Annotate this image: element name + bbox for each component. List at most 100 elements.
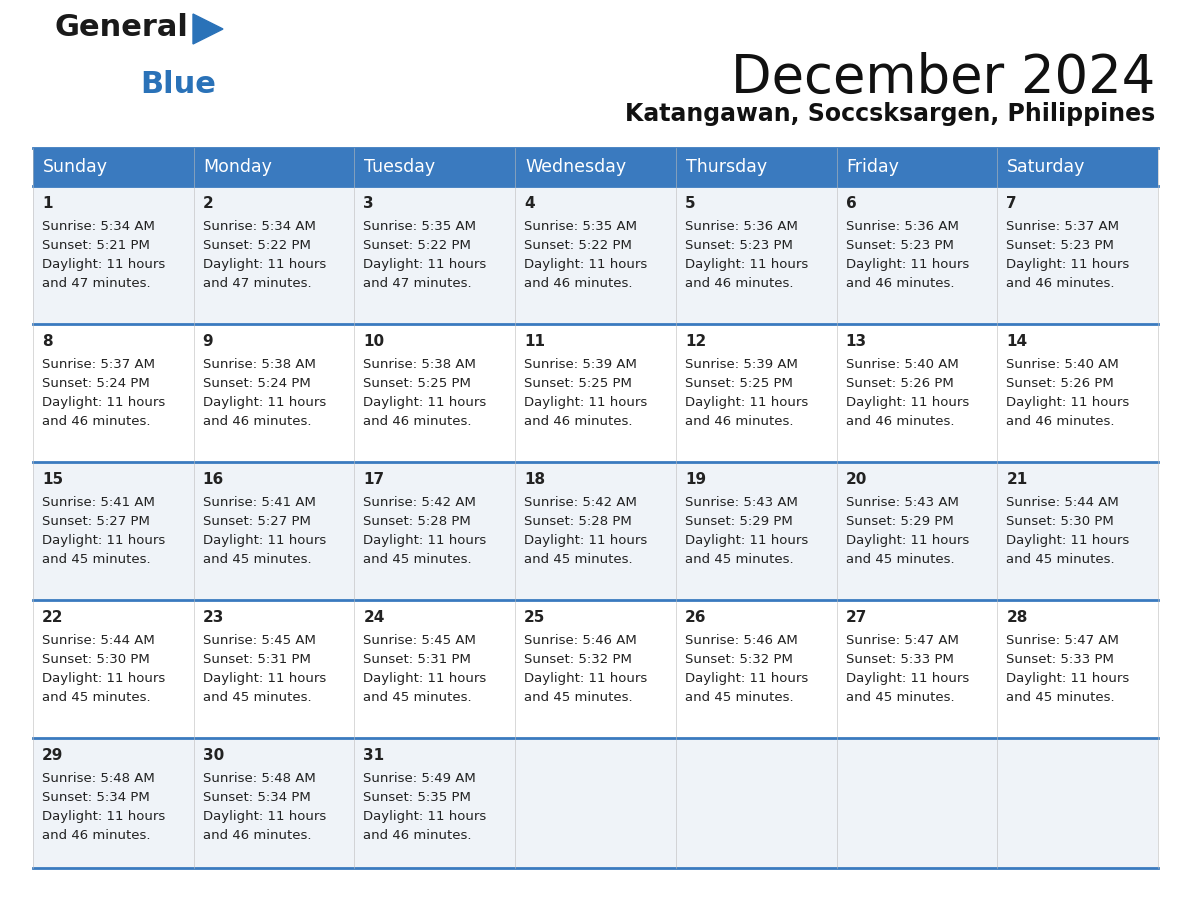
Text: Sunrise: 5:43 AM: Sunrise: 5:43 AM: [684, 496, 797, 509]
Bar: [33, 148, 1158, 186]
Text: and 46 minutes.: and 46 minutes.: [364, 829, 472, 842]
Text: Sunset: 5:33 PM: Sunset: 5:33 PM: [846, 653, 954, 666]
Bar: [997, 738, 1158, 868]
Text: and 45 minutes.: and 45 minutes.: [524, 553, 633, 566]
Text: Sunrise: 5:40 AM: Sunrise: 5:40 AM: [846, 358, 959, 371]
Text: Sunday: Sunday: [43, 158, 108, 176]
Text: Sunset: 5:22 PM: Sunset: 5:22 PM: [524, 239, 632, 252]
Text: and 45 minutes.: and 45 minutes.: [524, 691, 633, 704]
Text: 26: 26: [684, 610, 707, 625]
Text: and 45 minutes.: and 45 minutes.: [364, 553, 472, 566]
Text: Monday: Monday: [203, 158, 272, 176]
Bar: [354, 738, 516, 868]
Text: and 46 minutes.: and 46 minutes.: [1006, 415, 1114, 428]
Text: Sunrise: 5:35 AM: Sunrise: 5:35 AM: [524, 220, 637, 233]
Text: Daylight: 11 hours: Daylight: 11 hours: [1006, 534, 1130, 547]
Text: Sunrise: 5:38 AM: Sunrise: 5:38 AM: [203, 358, 316, 371]
Text: and 45 minutes.: and 45 minutes.: [846, 553, 954, 566]
Text: and 45 minutes.: and 45 minutes.: [1006, 553, 1114, 566]
Bar: [836, 186, 997, 324]
Text: and 47 minutes.: and 47 minutes.: [203, 277, 311, 290]
Bar: [676, 186, 836, 324]
Text: Sunrise: 5:48 AM: Sunrise: 5:48 AM: [42, 772, 154, 785]
Text: Sunset: 5:26 PM: Sunset: 5:26 PM: [846, 377, 953, 390]
Text: Sunrise: 5:47 AM: Sunrise: 5:47 AM: [846, 634, 959, 647]
Text: Sunrise: 5:47 AM: Sunrise: 5:47 AM: [1006, 634, 1119, 647]
Polygon shape: [192, 14, 223, 44]
Text: Sunset: 5:28 PM: Sunset: 5:28 PM: [364, 515, 472, 528]
Bar: [516, 324, 676, 462]
Text: Sunset: 5:23 PM: Sunset: 5:23 PM: [846, 239, 954, 252]
Text: Sunrise: 5:40 AM: Sunrise: 5:40 AM: [1006, 358, 1119, 371]
Text: Sunset: 5:23 PM: Sunset: 5:23 PM: [1006, 239, 1114, 252]
Text: Sunset: 5:30 PM: Sunset: 5:30 PM: [42, 653, 150, 666]
Text: 17: 17: [364, 472, 385, 487]
Text: 19: 19: [684, 472, 706, 487]
Text: Daylight: 11 hours: Daylight: 11 hours: [524, 396, 647, 409]
Text: 15: 15: [42, 472, 63, 487]
Text: Sunset: 5:24 PM: Sunset: 5:24 PM: [42, 377, 150, 390]
Bar: [676, 462, 836, 600]
Text: 27: 27: [846, 610, 867, 625]
Text: and 46 minutes.: and 46 minutes.: [524, 277, 633, 290]
Text: 23: 23: [203, 610, 225, 625]
Text: Daylight: 11 hours: Daylight: 11 hours: [846, 534, 969, 547]
Text: Sunset: 5:33 PM: Sunset: 5:33 PM: [1006, 653, 1114, 666]
Bar: [676, 324, 836, 462]
Text: and 45 minutes.: and 45 minutes.: [846, 691, 954, 704]
Text: Sunrise: 5:42 AM: Sunrise: 5:42 AM: [524, 496, 637, 509]
Bar: [516, 738, 676, 868]
Bar: [676, 600, 836, 738]
Text: Daylight: 11 hours: Daylight: 11 hours: [42, 534, 165, 547]
Text: Sunset: 5:26 PM: Sunset: 5:26 PM: [1006, 377, 1114, 390]
Bar: [836, 462, 997, 600]
Text: and 46 minutes.: and 46 minutes.: [846, 415, 954, 428]
Text: Saturday: Saturday: [1007, 158, 1086, 176]
Bar: [33, 600, 194, 738]
Text: 1: 1: [42, 196, 52, 211]
Text: Daylight: 11 hours: Daylight: 11 hours: [203, 672, 326, 685]
Text: Daylight: 11 hours: Daylight: 11 hours: [203, 258, 326, 271]
Text: Daylight: 11 hours: Daylight: 11 hours: [846, 672, 969, 685]
Bar: [354, 186, 516, 324]
Text: Sunrise: 5:41 AM: Sunrise: 5:41 AM: [203, 496, 316, 509]
Bar: [354, 462, 516, 600]
Text: 9: 9: [203, 334, 214, 349]
Bar: [997, 186, 1158, 324]
Bar: [33, 324, 194, 462]
Text: 21: 21: [1006, 472, 1028, 487]
Text: 11: 11: [524, 334, 545, 349]
Text: Daylight: 11 hours: Daylight: 11 hours: [203, 396, 326, 409]
Bar: [33, 738, 194, 868]
Text: Sunrise: 5:37 AM: Sunrise: 5:37 AM: [42, 358, 154, 371]
Text: 31: 31: [364, 748, 385, 763]
Text: and 46 minutes.: and 46 minutes.: [1006, 277, 1114, 290]
Text: 5: 5: [684, 196, 695, 211]
Text: 4: 4: [524, 196, 535, 211]
Text: Sunrise: 5:39 AM: Sunrise: 5:39 AM: [524, 358, 637, 371]
Text: Sunrise: 5:44 AM: Sunrise: 5:44 AM: [1006, 496, 1119, 509]
Text: and 46 minutes.: and 46 minutes.: [42, 829, 151, 842]
Text: 25: 25: [524, 610, 545, 625]
Text: Sunset: 5:27 PM: Sunset: 5:27 PM: [42, 515, 150, 528]
Text: Daylight: 11 hours: Daylight: 11 hours: [203, 810, 326, 823]
Text: 18: 18: [524, 472, 545, 487]
Text: Sunset: 5:21 PM: Sunset: 5:21 PM: [42, 239, 150, 252]
Text: Daylight: 11 hours: Daylight: 11 hours: [42, 258, 165, 271]
Text: Daylight: 11 hours: Daylight: 11 hours: [524, 534, 647, 547]
Bar: [836, 600, 997, 738]
Text: Sunrise: 5:46 AM: Sunrise: 5:46 AM: [524, 634, 637, 647]
Text: 13: 13: [846, 334, 867, 349]
Text: and 45 minutes.: and 45 minutes.: [684, 553, 794, 566]
Text: Friday: Friday: [847, 158, 899, 176]
Text: and 46 minutes.: and 46 minutes.: [203, 829, 311, 842]
Text: Daylight: 11 hours: Daylight: 11 hours: [364, 534, 487, 547]
Bar: [194, 462, 354, 600]
Text: and 46 minutes.: and 46 minutes.: [846, 277, 954, 290]
Text: Sunset: 5:23 PM: Sunset: 5:23 PM: [684, 239, 792, 252]
Text: 24: 24: [364, 610, 385, 625]
Text: Thursday: Thursday: [685, 158, 767, 176]
Text: Daylight: 11 hours: Daylight: 11 hours: [1006, 258, 1130, 271]
Bar: [836, 738, 997, 868]
Text: Daylight: 11 hours: Daylight: 11 hours: [684, 534, 808, 547]
